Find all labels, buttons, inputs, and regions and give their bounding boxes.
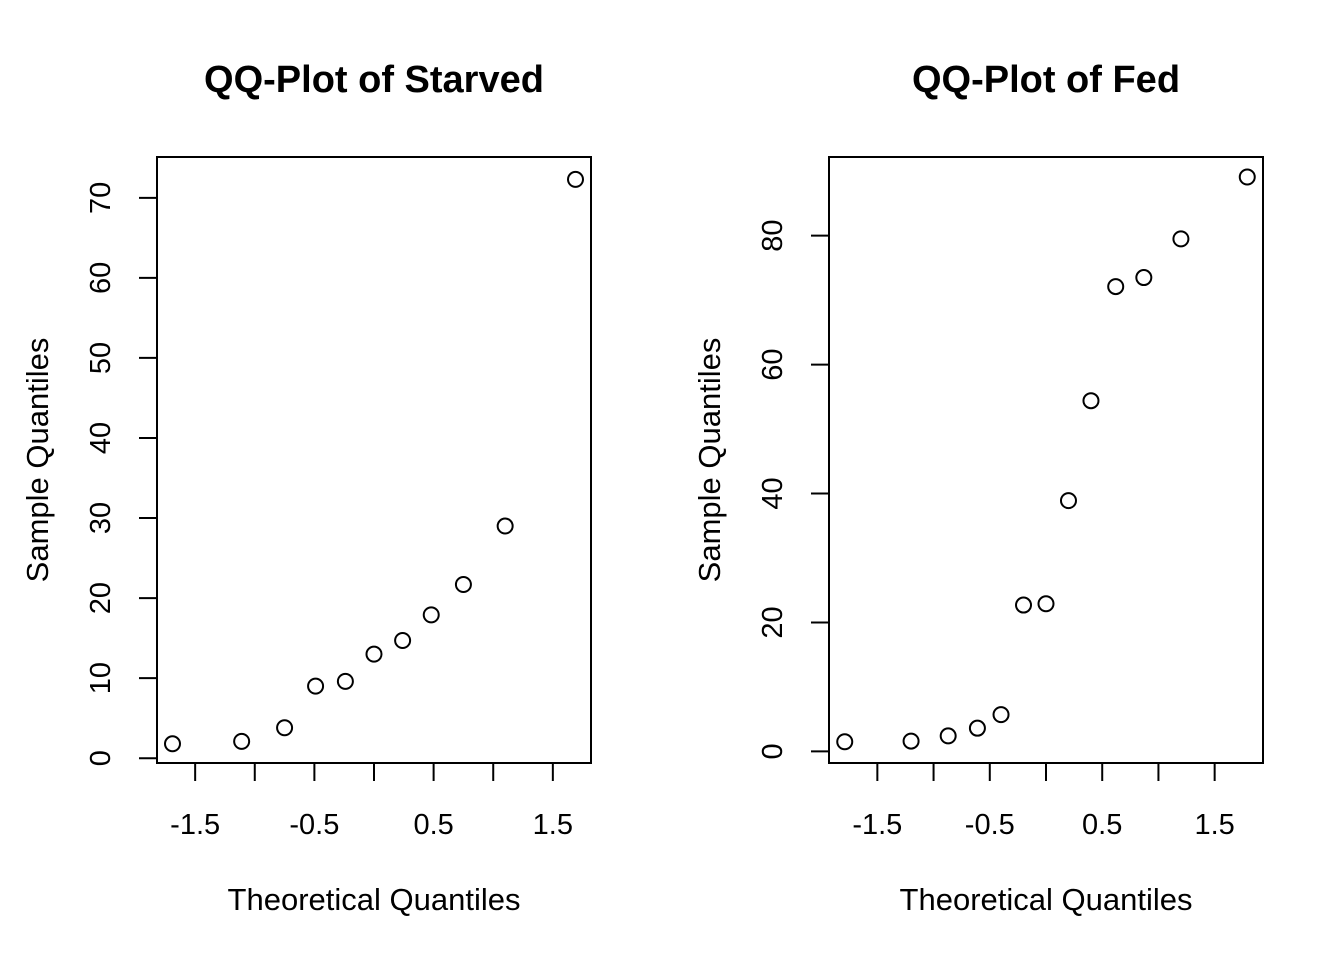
data-point-fed — [968, 719, 986, 737]
data-point-starved — [336, 672, 354, 690]
qq-plot-starved: QQ-Plot of Starved Theoretical Quantiles… — [20, 59, 592, 917]
data-point-fed — [902, 732, 920, 750]
y-axis-label-fed: Sample Quantiles — [692, 338, 727, 583]
data-point-fed — [1135, 269, 1153, 287]
x-tick-label-starved: -1.5 — [170, 809, 220, 841]
qq-plot-fed: QQ-Plot of Fed Theoretical Quantiles Sam… — [692, 59, 1264, 917]
data-point-starved — [307, 677, 325, 695]
y-tick-label-starved: 0 — [85, 750, 117, 766]
y-axis-label-starved: Sample Quantiles — [20, 338, 55, 583]
data-point-starved — [496, 517, 514, 535]
data-point-starved — [422, 606, 440, 624]
y-tick-label-starved: 20 — [85, 582, 117, 614]
plot-title-fed: QQ-Plot of Fed — [912, 59, 1180, 101]
data-point-starved — [567, 170, 584, 188]
plot-title-starved: QQ-Plot of Starved — [204, 59, 544, 101]
data-point-fed — [1172, 230, 1190, 248]
x-tick-label-starved: 1.5 — [533, 809, 573, 841]
data-point-fed — [992, 706, 1010, 724]
data-point-fed — [1238, 168, 1256, 186]
y-tick-label-fed: 80 — [757, 220, 789, 252]
y-tick-label-starved: 40 — [85, 422, 117, 454]
y-axis-fed: 0 20 40 60 80 — [757, 220, 830, 759]
data-point-fed — [1107, 278, 1125, 296]
x-tick-label-fed: 0.5 — [1082, 809, 1122, 841]
data-point-fed — [836, 733, 854, 751]
data-point-fed — [1082, 392, 1100, 410]
data-points-fed — [836, 168, 1256, 751]
data-point-starved — [276, 719, 294, 737]
y-tick-label-fed: 60 — [757, 348, 789, 380]
x-tick-label-starved: -0.5 — [289, 809, 339, 841]
x-tick-label-starved: 0.5 — [413, 809, 453, 841]
y-tick-label-starved: 30 — [85, 502, 117, 534]
y-tick-label-starved: 70 — [85, 182, 117, 214]
y-tick-label-starved: 50 — [85, 342, 117, 374]
data-point-starved — [164, 735, 181, 753]
data-point-fed — [1059, 492, 1077, 510]
y-tick-label-starved: 10 — [85, 662, 117, 694]
data-point-starved — [454, 575, 472, 593]
x-axis-label-fed: Theoretical Quantiles — [900, 882, 1193, 917]
data-point-starved — [233, 732, 251, 750]
x-axis-starved: -1.5 -0.5 0.5 1.5 — [170, 762, 573, 841]
y-tick-label-fed: 0 — [757, 743, 789, 759]
y-tick-label-fed: 20 — [757, 606, 789, 638]
data-point-starved — [394, 632, 412, 650]
x-tick-label-fed: 1.5 — [1194, 809, 1234, 841]
data-point-starved — [365, 645, 383, 663]
y-axis-starved: 0 10 20 30 40 50 60 70 — [85, 182, 158, 766]
data-points-starved — [164, 170, 584, 753]
x-axis-label-starved: Theoretical Quantiles — [228, 882, 521, 917]
data-point-fed — [939, 727, 957, 745]
y-tick-label-starved: 60 — [85, 262, 117, 294]
x-tick-label-fed: -0.5 — [965, 809, 1015, 841]
data-point-fed — [1037, 595, 1055, 613]
x-axis-fed: -1.5 -0.5 0.5 1.5 — [852, 762, 1235, 841]
x-tick-label-fed: -1.5 — [852, 809, 902, 841]
data-point-fed — [1015, 596, 1033, 614]
y-tick-label-fed: 40 — [757, 477, 789, 509]
